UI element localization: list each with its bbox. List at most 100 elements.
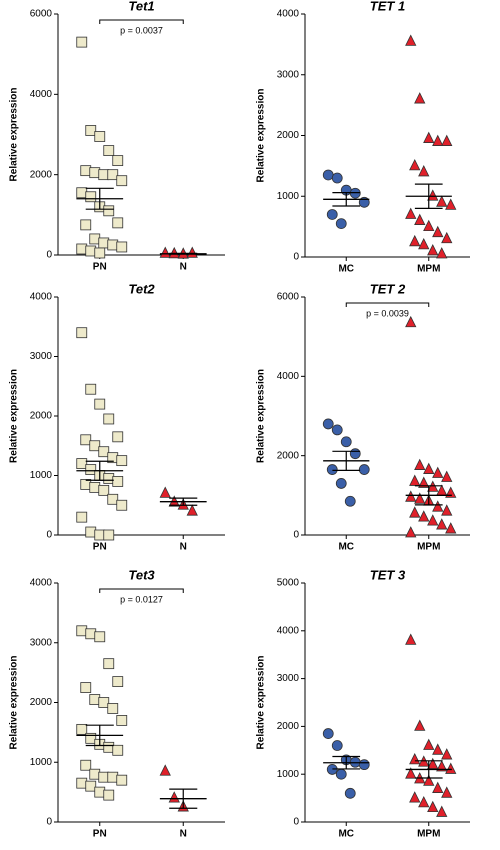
data-point — [80, 479, 92, 490]
data-point — [103, 658, 115, 670]
data-point — [405, 315, 417, 328]
annotation: p = 0.0037 — [120, 25, 163, 35]
data-point — [436, 760, 448, 772]
data-point — [423, 774, 435, 786]
data-point — [94, 529, 106, 541]
data-point — [116, 715, 128, 726]
x-tick-label: MC — [338, 829, 354, 840]
y-tick-label: 0 — [293, 817, 299, 828]
y-tick-label: 2000 — [30, 169, 53, 180]
x-tick-label: PN — [93, 829, 107, 840]
data-point — [423, 738, 435, 750]
data-point — [103, 205, 115, 217]
y-tick-label: 4000 — [277, 9, 300, 20]
data-point — [441, 470, 453, 482]
x-tick-label: MPM — [417, 542, 440, 553]
data-point — [436, 518, 448, 530]
y-tick-label: 3000 — [277, 673, 300, 684]
data-point — [112, 676, 124, 687]
data-point — [76, 187, 88, 199]
data-point — [89, 768, 101, 780]
data-point — [98, 237, 110, 249]
data-point — [107, 493, 119, 505]
y-tick-label: 4000 — [30, 89, 53, 100]
data-point — [107, 771, 119, 783]
data-point — [116, 455, 128, 467]
data-point — [335, 768, 347, 780]
data-point — [340, 436, 352, 448]
data-point — [405, 526, 417, 538]
y-axis-label: Relative expression — [9, 656, 20, 750]
data-point — [441, 504, 453, 516]
data-point — [405, 34, 417, 46]
data-point — [94, 786, 106, 798]
significance-bracket — [99, 19, 184, 24]
data-point — [414, 719, 426, 731]
data-point — [107, 703, 119, 714]
data-point — [80, 165, 92, 177]
data-point — [445, 522, 457, 534]
data-point — [116, 774, 128, 786]
data-point — [89, 167, 101, 179]
x-tick-label: PN — [93, 542, 107, 553]
data-point — [159, 246, 171, 258]
y-tick-label: 2000 — [277, 450, 300, 461]
chart-title: TET 3 — [370, 567, 406, 582]
data-point — [85, 526, 97, 538]
data-point — [432, 781, 444, 793]
y-tick-label: 1000 — [30, 470, 53, 481]
x-tick-label: MPM — [417, 829, 440, 840]
data-point — [98, 446, 110, 458]
y-tick-label: 2000 — [277, 130, 300, 141]
data-point — [322, 418, 334, 430]
data-point — [116, 241, 128, 253]
x-tick-label: MPM — [417, 264, 440, 275]
data-point — [168, 791, 180, 803]
data-point — [80, 219, 92, 231]
data-point — [159, 764, 171, 776]
data-point — [322, 169, 334, 181]
data-point — [112, 476, 124, 487]
data-point — [427, 189, 439, 201]
data-point — [414, 213, 426, 225]
data-point — [159, 486, 171, 498]
x-tick-label: PN — [93, 262, 107, 273]
data-point — [98, 771, 110, 783]
data-point — [76, 36, 88, 48]
data-point — [103, 413, 115, 425]
data-point — [326, 209, 338, 220]
y-tick-label: 4000 — [277, 625, 300, 636]
data-point — [427, 244, 439, 256]
data-point — [89, 481, 101, 493]
data-point — [107, 239, 119, 251]
chart-title: Tet3 — [128, 567, 155, 582]
data-point — [427, 757, 439, 770]
data-point — [186, 246, 198, 258]
data-point — [409, 158, 421, 171]
data-point — [89, 233, 101, 245]
data-point — [85, 464, 97, 475]
data-point — [103, 473, 115, 484]
data-point — [80, 434, 92, 446]
y-tick-label: 1000 — [277, 769, 300, 780]
data-point — [405, 490, 417, 502]
data-point — [94, 131, 106, 142]
data-point — [85, 628, 97, 640]
data-point — [432, 466, 444, 478]
data-point — [112, 744, 124, 756]
data-point — [116, 499, 128, 511]
y-tick-label: 0 — [46, 817, 52, 828]
y-axis-label: Relative expression — [9, 88, 20, 182]
data-point — [331, 740, 343, 751]
data-point — [414, 492, 426, 504]
data-point — [326, 464, 338, 475]
data-point — [436, 195, 448, 207]
data-point — [76, 243, 88, 255]
data-point — [80, 759, 92, 771]
data-point — [358, 464, 370, 475]
y-tick-label: 4000 — [30, 292, 53, 303]
data-point — [418, 476, 430, 488]
data-point — [445, 198, 457, 210]
y-tick-label: 4000 — [30, 578, 53, 589]
